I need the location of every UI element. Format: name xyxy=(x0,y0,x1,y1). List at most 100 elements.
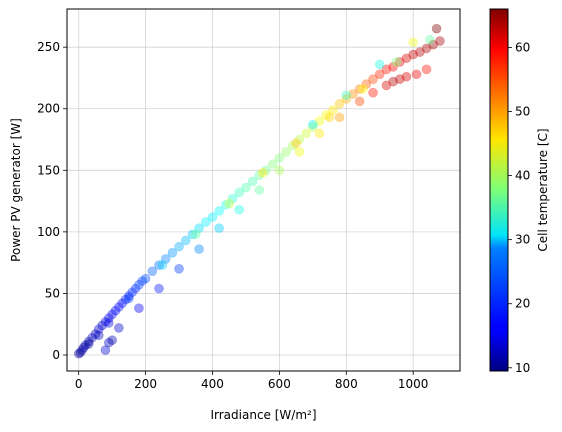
scatter-point xyxy=(328,105,338,115)
scatter-point xyxy=(174,241,184,252)
scatter-point xyxy=(97,320,107,331)
scatter-point xyxy=(114,302,124,312)
scatter-point xyxy=(274,165,285,176)
scatter-point xyxy=(120,294,131,305)
colorbar xyxy=(489,8,509,372)
scatter-point xyxy=(381,80,392,91)
scatter-point xyxy=(107,309,117,320)
scatter-point xyxy=(401,71,412,82)
scatter-point xyxy=(408,37,418,48)
scatter-point xyxy=(90,329,101,339)
y-tick-label: 0 xyxy=(52,348,60,362)
scatter-point xyxy=(334,112,345,123)
scatter-point xyxy=(435,36,445,46)
scatter-point xyxy=(314,116,325,126)
plot-frame xyxy=(66,8,461,372)
y-axis-ticks: 0 50 100 150 200 250 xyxy=(37,40,67,362)
scatter-point xyxy=(207,212,218,222)
scatter-point xyxy=(83,336,94,347)
scatter-point xyxy=(425,34,435,45)
scatter-point xyxy=(354,96,365,107)
scatter-point xyxy=(267,159,278,169)
y-tick-label: 200 xyxy=(37,102,60,116)
scatter-point xyxy=(83,339,94,349)
y-tick-label: 50 xyxy=(45,286,60,300)
x-axis-ticks: 0 200 400 600 800 1000 xyxy=(75,371,428,391)
scatter-point xyxy=(308,122,318,133)
scatter-point xyxy=(134,303,144,314)
scatter-point xyxy=(157,260,168,270)
scatter-point xyxy=(411,69,422,80)
scatter-point xyxy=(394,74,405,84)
scatter-point xyxy=(114,323,124,333)
y-tick-label: 150 xyxy=(37,163,60,177)
scatter-point xyxy=(134,280,144,290)
scatter-point xyxy=(321,110,332,120)
scatter-point xyxy=(241,182,251,193)
x-axis-label: Irradiance [W/m²] xyxy=(210,408,316,422)
scatter-point xyxy=(261,165,271,176)
scatter-point xyxy=(104,318,114,328)
y-tick-label: 100 xyxy=(37,225,60,239)
scatter-point xyxy=(104,313,114,323)
scatter-point xyxy=(147,266,158,277)
scatter-point xyxy=(257,167,268,178)
scatter-point xyxy=(341,90,352,100)
scatter-point xyxy=(314,128,325,139)
scatter-point xyxy=(194,223,204,233)
x-tick-label: 600 xyxy=(268,377,291,391)
scatter-point xyxy=(221,199,231,210)
scatter-point xyxy=(388,76,398,87)
scatter-point xyxy=(214,223,224,233)
scatter-point xyxy=(110,305,121,316)
scatter-point xyxy=(124,291,134,301)
scatter-point xyxy=(421,43,432,54)
scatter-point xyxy=(394,57,405,67)
scatter-point xyxy=(415,47,425,57)
scatter-point xyxy=(341,94,352,104)
colorbar-tick-label: 40 xyxy=(515,169,530,183)
x-tick-label: 200 xyxy=(134,377,157,391)
y-tick-label: 250 xyxy=(37,40,60,54)
scatter-point xyxy=(368,74,378,84)
scatter-point xyxy=(421,64,432,75)
colorbar-ticks: 10 20 30 40 50 60 xyxy=(508,40,530,375)
scatter-point xyxy=(374,59,385,70)
scatter-point xyxy=(100,316,111,327)
scatter-point xyxy=(374,69,385,80)
scatter-point xyxy=(308,119,318,130)
x-tick-label: 0 xyxy=(75,377,83,391)
scatter-point xyxy=(428,39,439,50)
scatter-point xyxy=(408,49,418,60)
scatter-point xyxy=(104,337,114,348)
plot-area xyxy=(67,9,460,371)
grid-lines xyxy=(67,9,460,371)
scatter-point xyxy=(401,53,412,64)
scatter-point xyxy=(294,134,305,145)
scatter-point xyxy=(190,229,201,240)
scatter-point xyxy=(93,324,104,334)
scatter-point xyxy=(137,276,148,286)
scatter-point xyxy=(194,244,204,254)
colorbar-tick-label: 50 xyxy=(515,105,530,119)
scatter-point xyxy=(361,79,372,89)
scatter-point xyxy=(75,347,86,358)
y-axis-label: Power PV generator [W] xyxy=(9,118,23,262)
x-tick-label: 400 xyxy=(201,377,224,391)
scatter-point xyxy=(348,89,358,99)
scatter-point xyxy=(140,273,151,284)
scatter-point xyxy=(154,260,164,270)
scatter-point xyxy=(214,206,224,216)
scatter-point xyxy=(358,84,368,94)
scatter-point xyxy=(388,62,398,72)
x-tick-label: 800 xyxy=(335,377,358,391)
scatter-point xyxy=(368,87,378,98)
scatter-point xyxy=(100,345,111,355)
scatter-point xyxy=(227,193,238,204)
scatter-point xyxy=(78,342,89,353)
scatter-point xyxy=(77,345,87,355)
scatter-point xyxy=(124,293,134,304)
scatter-point xyxy=(381,64,392,75)
scatter-point xyxy=(301,128,311,139)
